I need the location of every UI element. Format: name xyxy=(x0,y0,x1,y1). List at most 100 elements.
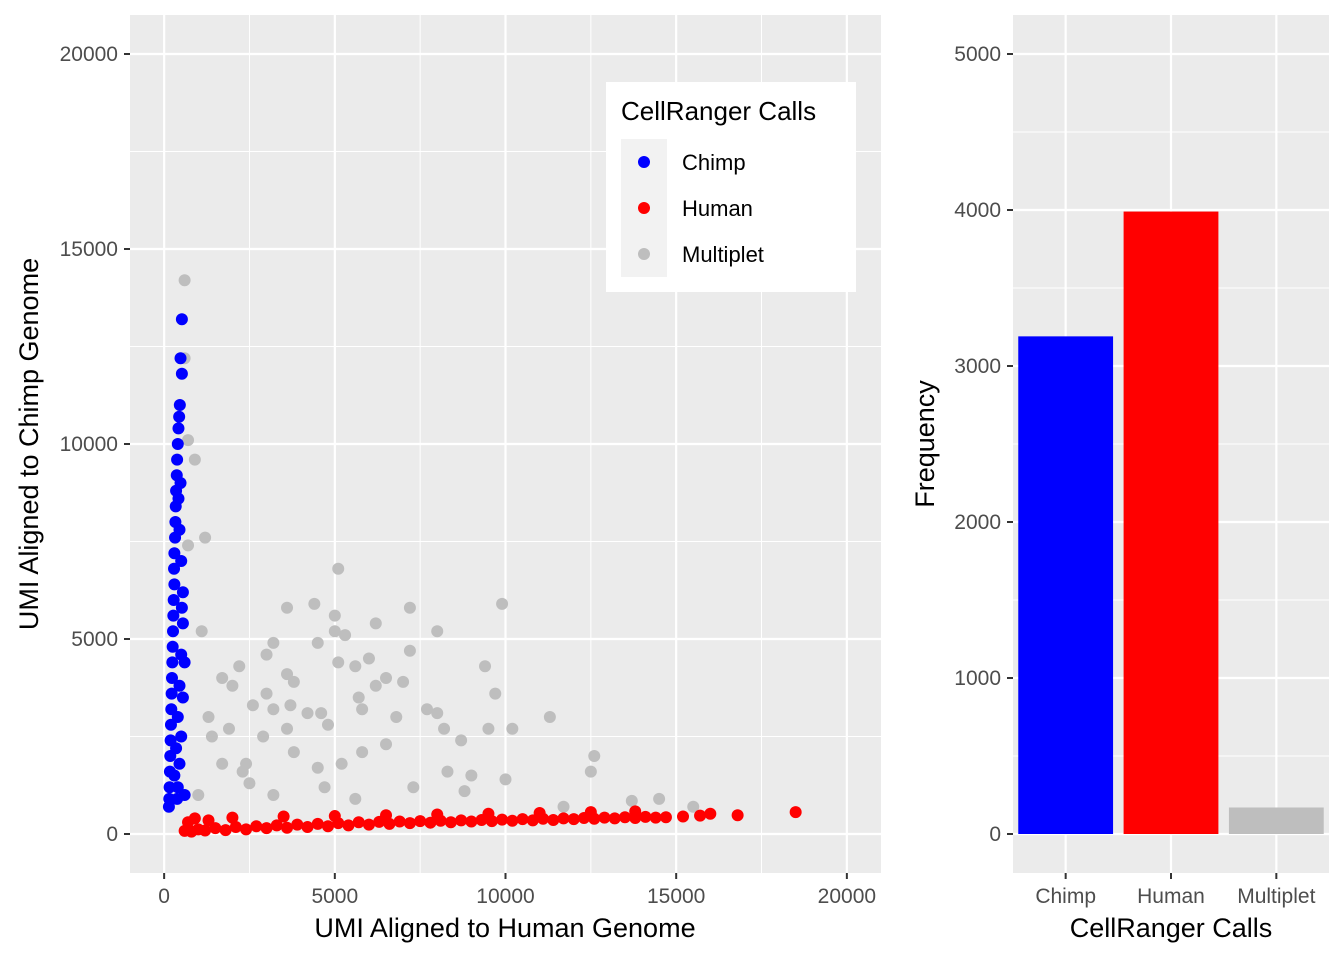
scatter-point-human xyxy=(557,812,570,825)
scatter-point-multiplet xyxy=(281,722,294,735)
scatter-point-human xyxy=(482,807,495,820)
scatter-point-chimp xyxy=(174,477,187,489)
scatter-point-multiplet xyxy=(332,562,345,575)
scatter-point-chimp xyxy=(173,410,186,423)
scatter-points xyxy=(162,274,802,838)
scatter-point-chimp xyxy=(175,313,188,326)
scatter-point-multiplet xyxy=(243,777,256,790)
scatter-legend: CellRanger Calls Chimp Human Multiplet xyxy=(606,82,856,292)
scatter-point-chimp xyxy=(168,562,181,575)
scatter-point-multiplet xyxy=(233,660,246,673)
scatter-point-multiplet xyxy=(557,800,570,813)
scatter-point-multiplet xyxy=(311,636,324,649)
scatter-point-chimp xyxy=(171,438,184,450)
scatter-point-chimp xyxy=(170,742,183,755)
bar-y-tick-label: 0 xyxy=(989,823,1001,846)
bar-y-tick-label: 3000 xyxy=(954,355,1001,378)
scatter-point-multiplet xyxy=(403,601,416,614)
scatter-point-chimp xyxy=(178,789,191,801)
scatter-point-multiplet xyxy=(328,609,341,622)
scatter-point-chimp xyxy=(173,679,186,692)
scatter-point-chimp xyxy=(175,730,188,743)
bar-multiplet xyxy=(1228,807,1324,834)
scatter-point-human xyxy=(352,816,365,829)
scatter-point-multiplet xyxy=(369,617,382,630)
scatter-point-human xyxy=(789,806,802,819)
scatter-chart: 0 5000 10000 15000 20000 0 5000 10000 15000 2000… xyxy=(14,15,881,943)
scatter-point-multiplet xyxy=(236,765,249,778)
scatter-point-multiplet xyxy=(653,792,666,805)
scatter-point-human xyxy=(362,818,375,831)
scatter-x-tick-label: 20000 xyxy=(818,885,876,908)
scatter-point-chimp xyxy=(175,555,188,567)
scatter-point-multiplet xyxy=(315,707,328,720)
scatter-point-human xyxy=(618,811,631,824)
scatter-point-multiplet xyxy=(335,757,348,770)
bar-x-tick-label: Human xyxy=(1137,885,1205,908)
scatter-point-human xyxy=(380,809,393,822)
scatter-point-human xyxy=(277,810,290,823)
scatter-x-tick-label: 15000 xyxy=(647,885,705,908)
scatter-point-multiplet xyxy=(284,699,297,712)
bar-x-tick-label: Chimp xyxy=(1035,885,1096,908)
scatter-point-multiplet xyxy=(390,711,403,723)
scatter-point-multiplet xyxy=(431,707,444,720)
legend-chimp-label: Chimp xyxy=(682,150,746,175)
scatter-point-multiplet xyxy=(349,792,362,805)
bar-y-ticks: 0 1000 2000 3000 4000 5000 xyxy=(954,43,1013,846)
scatter-point-chimp xyxy=(167,609,180,622)
scatter-point-multiplet xyxy=(407,781,420,794)
scatter-point-multiplet xyxy=(267,703,280,716)
scatter-point-human xyxy=(270,819,283,832)
scatter-point-human xyxy=(694,809,707,822)
scatter-point-multiplet xyxy=(431,625,444,638)
scatter-point-multiplet xyxy=(281,668,294,681)
legend-human-label: Human xyxy=(682,196,753,221)
scatter-point-chimp xyxy=(167,625,180,638)
scatter-point-multiplet xyxy=(246,699,259,712)
scatter-point-human xyxy=(424,816,437,829)
scatter-point-chimp xyxy=(162,800,175,813)
scatter-point-multiplet xyxy=(489,687,502,700)
scatter-point-human xyxy=(584,806,597,819)
scatter-point-multiplet xyxy=(260,687,273,700)
scatter-point-multiplet xyxy=(625,794,638,807)
scatter-x-ticks: 0 5000 10000 15000 20000 xyxy=(158,873,876,908)
scatter-point-human xyxy=(393,815,406,828)
scatter-point-human xyxy=(629,805,642,818)
scatter-point-human xyxy=(567,813,580,826)
scatter-point-chimp xyxy=(171,453,184,466)
scatter-point-multiplet xyxy=(339,629,352,642)
scatter-point-human xyxy=(496,813,509,826)
scatter-point-human xyxy=(506,814,519,827)
scatter-point-human xyxy=(704,807,717,820)
scatter-point-chimp xyxy=(171,711,184,723)
scatter-point-chimp xyxy=(175,367,188,380)
scatter-point-multiplet xyxy=(496,597,509,610)
scatter-point-multiplet xyxy=(588,750,601,762)
scatter-point-chimp xyxy=(173,399,186,411)
scatter-point-multiplet xyxy=(441,765,454,778)
scatter-point-multiplet xyxy=(479,660,492,673)
scatter-point-multiplet xyxy=(287,746,300,759)
scatter-point-multiplet xyxy=(202,711,215,723)
scatter-point-multiplet xyxy=(226,679,239,692)
legend-human-marker xyxy=(638,202,650,214)
scatter-y-tick-label: 0 xyxy=(106,823,118,846)
scatter-point-multiplet xyxy=(687,800,700,813)
scatter-point-human xyxy=(731,809,744,822)
scatter-point-human xyxy=(659,811,672,824)
scatter-x-tick-label: 0 xyxy=(158,885,170,908)
scatter-point-multiplet xyxy=(308,597,321,610)
scatter-point-multiplet xyxy=(349,660,362,673)
scatter-x-tick-label: 10000 xyxy=(476,885,534,908)
scatter-point-chimp xyxy=(173,757,186,770)
scatter-point-multiplet xyxy=(356,746,369,759)
scatter-point-chimp xyxy=(178,656,191,669)
scatter-point-human xyxy=(229,820,242,833)
scatter-point-chimp xyxy=(172,492,185,505)
bar-y-tick-label: 1000 xyxy=(954,667,1001,690)
scatter-point-chimp xyxy=(174,352,187,365)
bar-y-tick-label: 4000 xyxy=(954,199,1001,222)
